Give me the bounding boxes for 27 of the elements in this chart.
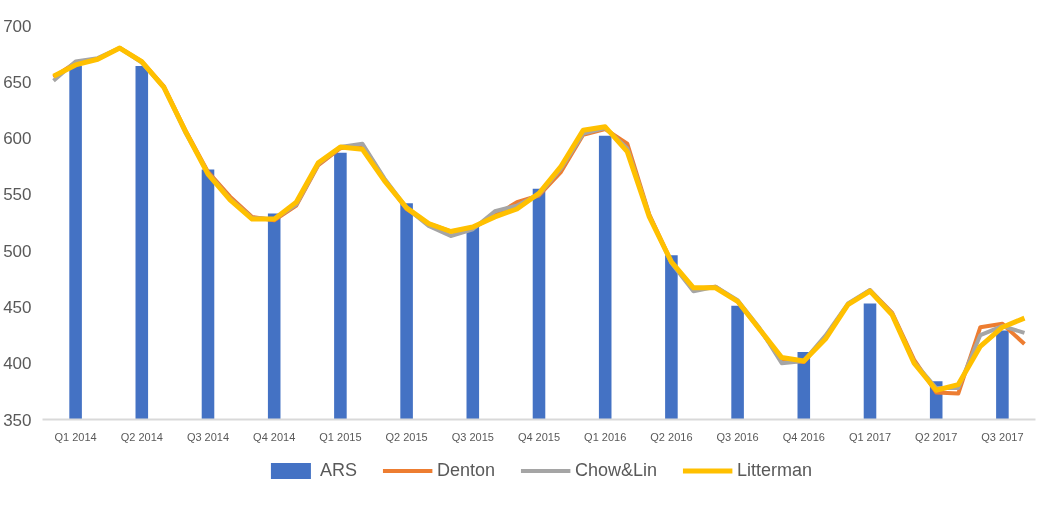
y-tick-label: 350 bbox=[3, 410, 32, 430]
x-tick-label: Q2 2014 bbox=[120, 430, 163, 443]
x-tick-label: Q1 2016 bbox=[584, 430, 627, 443]
x-tick-label: Q2 2015 bbox=[385, 430, 428, 443]
y-tick-label: 400 bbox=[3, 354, 32, 374]
legend-label: Denton bbox=[436, 459, 495, 481]
x-tick-label: Q3 2017 bbox=[981, 430, 1024, 443]
y-tick-label: 500 bbox=[3, 241, 32, 261]
x-tick-label: Q1 2014 bbox=[54, 430, 97, 443]
x-tick-label: Q4 2014 bbox=[253, 430, 296, 443]
legend-label: Chow&Lin bbox=[574, 459, 658, 481]
y-tick-label: 450 bbox=[3, 297, 32, 317]
x-tick-label: Q1 2017 bbox=[848, 430, 892, 443]
y-tick-label: 700 bbox=[3, 16, 32, 36]
x-tick-label: Q3 2014 bbox=[186, 430, 230, 443]
x-tick-label: Q3 2016 bbox=[716, 430, 759, 443]
x-tick-label: Q4 2015 bbox=[517, 430, 561, 443]
y-tick-label: 650 bbox=[3, 72, 32, 92]
x-tick-label: Q4 2016 bbox=[782, 430, 825, 443]
x-tick-label: Q2 2017 bbox=[915, 430, 958, 443]
x-tick-label: Q2 2016 bbox=[650, 430, 693, 443]
y-tick-label: 600 bbox=[3, 129, 32, 149]
x-tick-label: Q3 2015 bbox=[451, 430, 494, 443]
y-tick-label: 550 bbox=[3, 185, 32, 205]
x-tick-label: Q1 2015 bbox=[319, 430, 362, 443]
legend-label: Litterman bbox=[737, 459, 813, 481]
legend-label: ARS bbox=[319, 459, 357, 481]
